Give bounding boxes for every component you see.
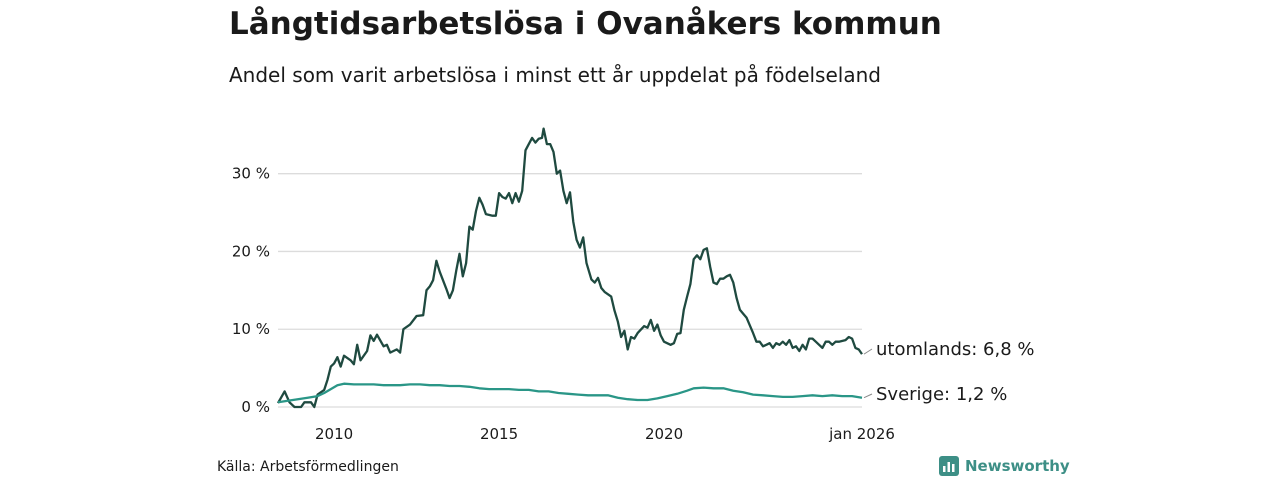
chart-title: Långtidsarbetslösa i Ovanåkers kommun: [229, 6, 942, 42]
gridlines: [278, 173, 862, 408]
y-axis-ticks: 0 % 10 % 20 % 30 %: [232, 165, 270, 416]
chart-subtitle: Andel som varit arbetslösa i minst ett å…: [229, 63, 881, 87]
series-end-labels: utomlands: 6,8 % Sverige: 1,2 %: [863, 339, 1035, 405]
series-line-utomlands: [276, 127, 863, 409]
y-tick-label: 10 %: [232, 320, 270, 338]
series-end-label: utomlands: 6,8 %: [876, 339, 1035, 360]
bar-chart-icon: [939, 456, 959, 476]
series-line-sverige: [277, 382, 863, 404]
x-tick-label: 2020: [645, 425, 683, 443]
y-tick-label: 30 %: [232, 165, 270, 183]
source-note: Källa: Arbetsförmedlingen: [217, 459, 399, 475]
series-lines: [276, 127, 863, 409]
x-tick-label: 2010: [315, 425, 353, 443]
y-tick-label: 0 %: [241, 398, 270, 416]
label-connector: [863, 393, 873, 399]
x-axis-ticks: 2010 2015 2020 jan 2026: [315, 425, 895, 443]
label-connector: [863, 348, 873, 355]
brand-logo[interactable]: Newsworthy: [939, 456, 1070, 476]
x-tick-label: 2015: [480, 425, 518, 443]
series-end-label: Sverige: 1,2 %: [876, 384, 1007, 405]
x-tick-label: jan 2026: [828, 425, 895, 443]
brand-name: Newsworthy: [965, 457, 1070, 475]
y-tick-label: 20 %: [232, 242, 270, 260]
